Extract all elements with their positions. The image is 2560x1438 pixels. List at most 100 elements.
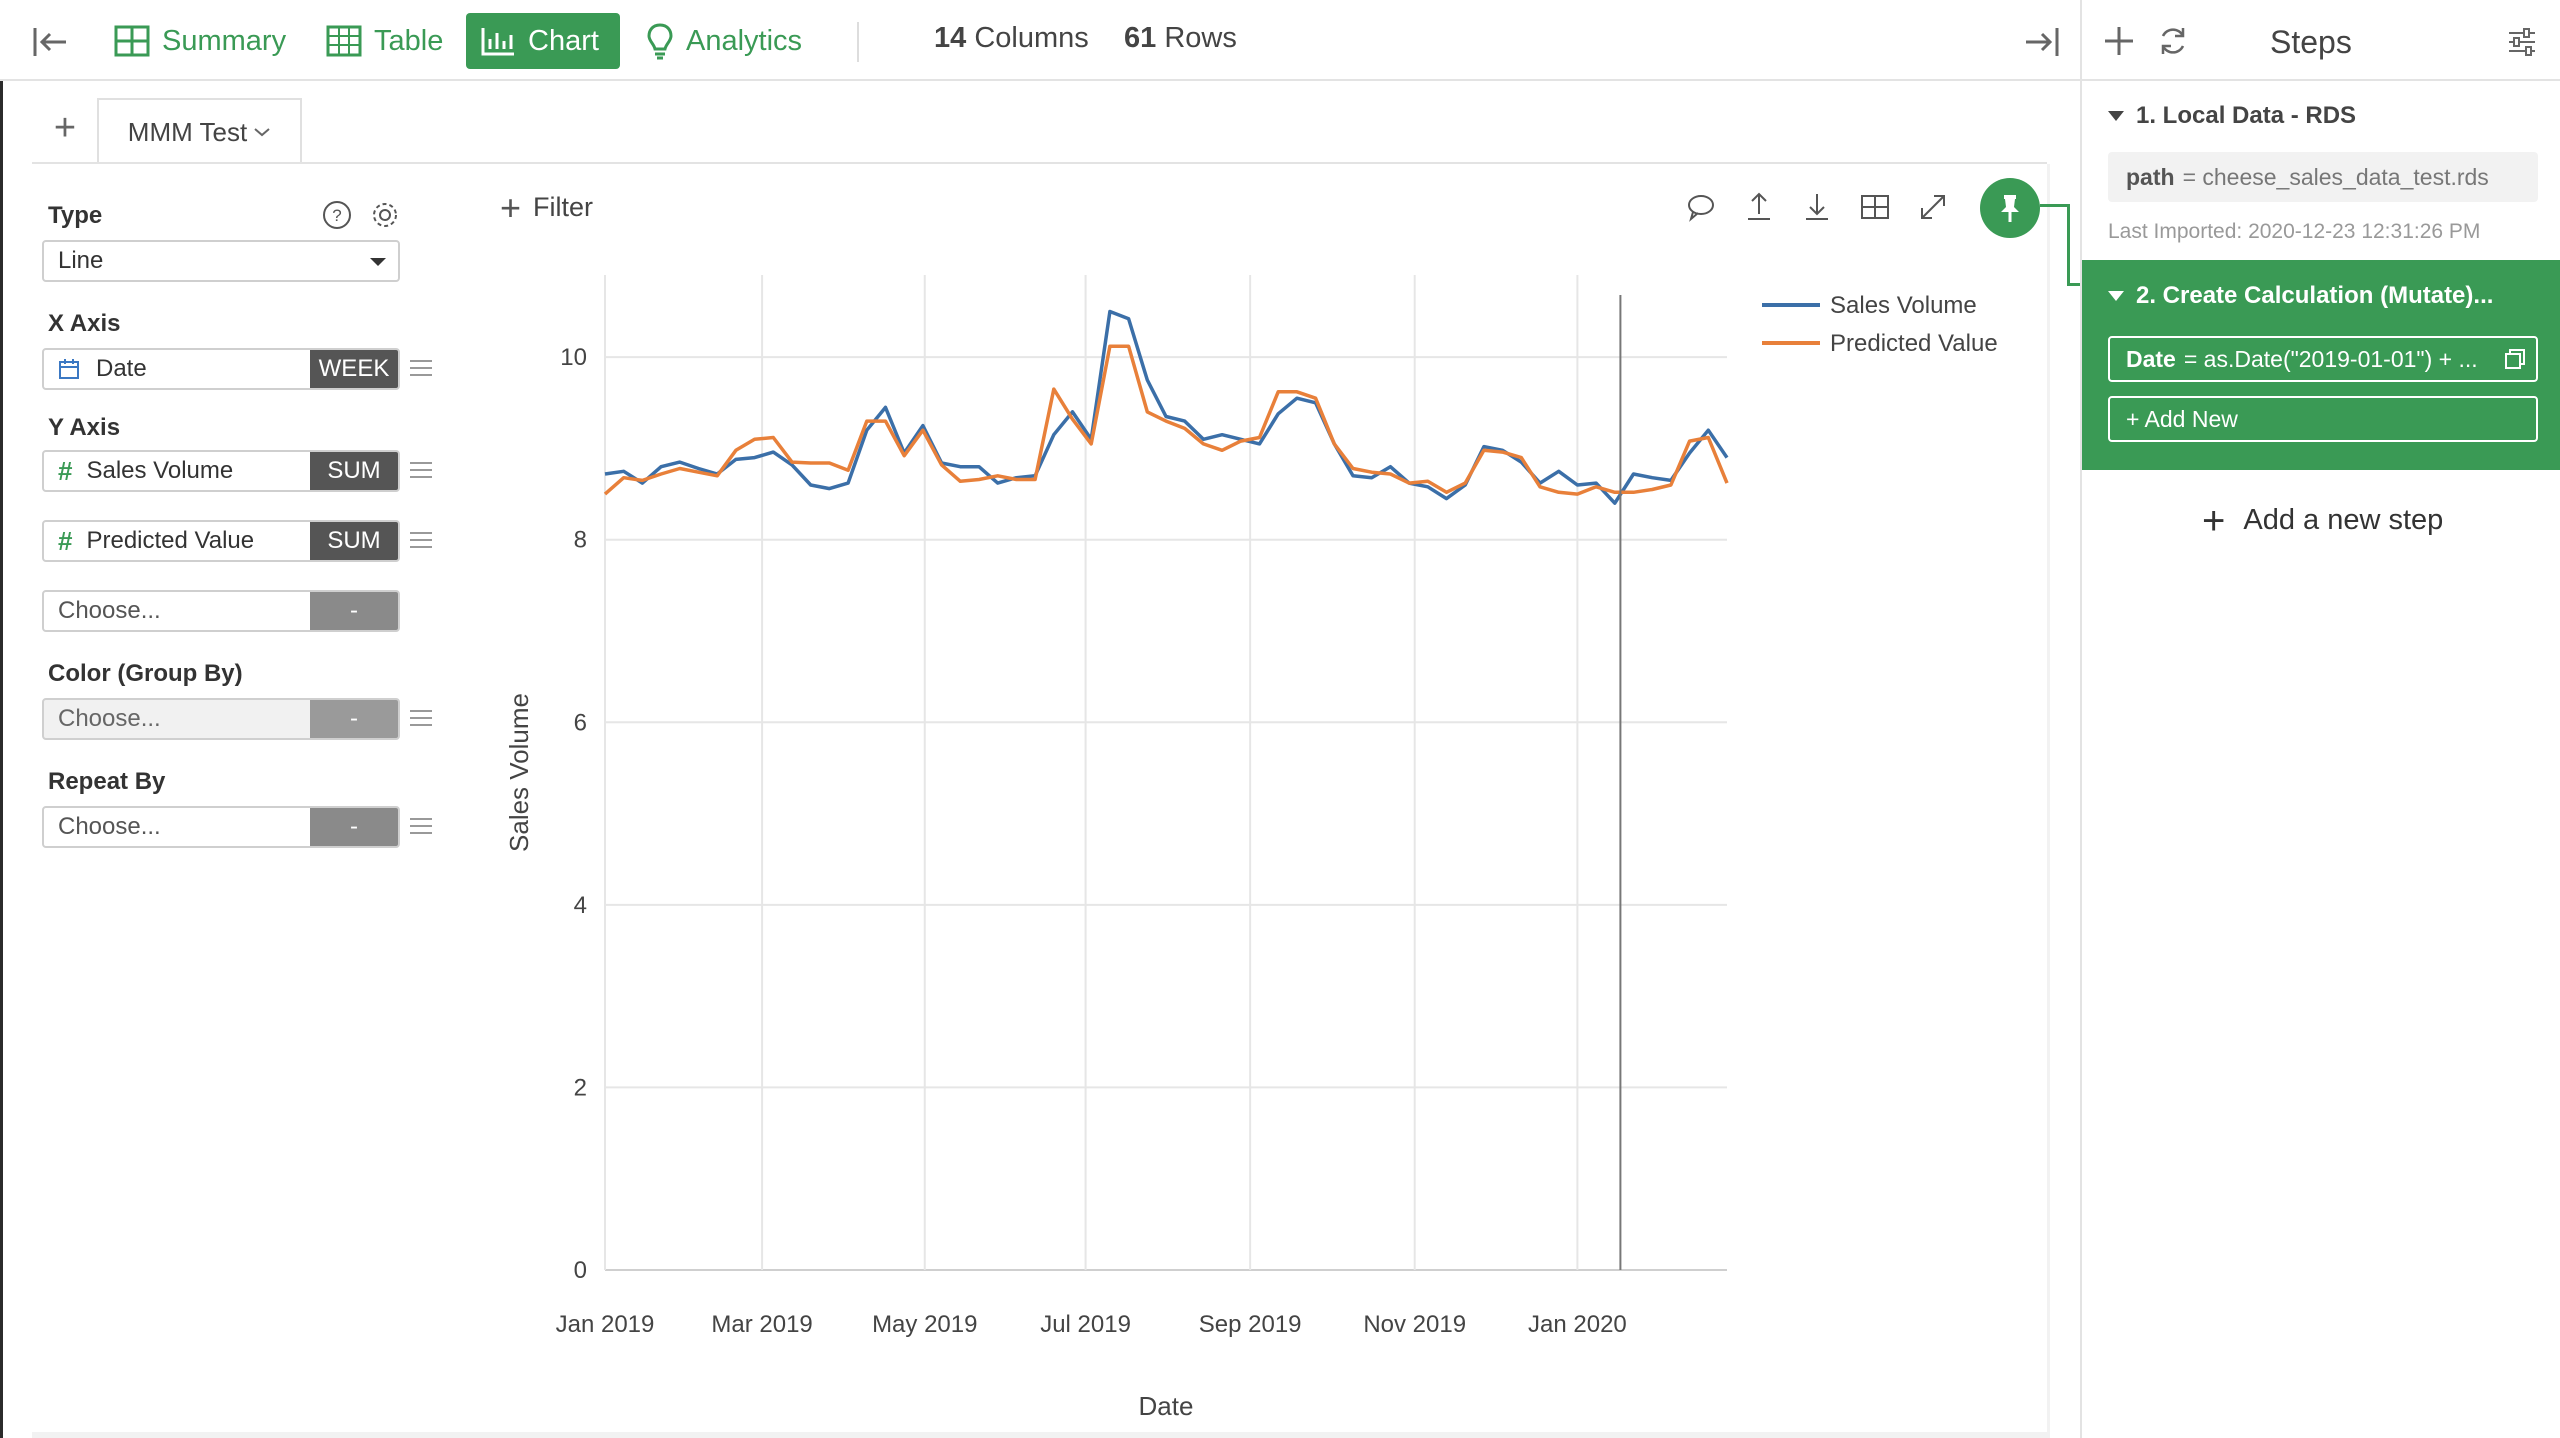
expand-icon[interactable]	[1916, 190, 1950, 224]
top-toolbar: Summary Table Chart Analytics 14 Columns…	[0, 0, 2080, 81]
chart-type-value: Line	[58, 247, 104, 274]
step-2-field-key: Date	[2126, 345, 2176, 372]
y-tick-label: 10	[560, 344, 587, 371]
y-axis-aggregation[interactable]: SUM	[310, 452, 398, 490]
gear-icon[interactable]	[370, 200, 400, 230]
calendar-icon	[59, 359, 79, 379]
summary-icon	[114, 25, 150, 57]
tab-chart[interactable]: Chart	[466, 13, 620, 69]
step-connector	[2040, 204, 2070, 286]
add-new-step-button[interactable]: + Add a new step	[2202, 501, 2444, 541]
color-group-label: Color (Group By)	[48, 660, 243, 687]
tab-table-label: Table	[374, 24, 444, 57]
x-axis-aggregation[interactable]: WEEK	[310, 350, 398, 388]
tab-summary[interactable]: Summary	[100, 13, 300, 69]
add-step-icon[interactable]	[2102, 24, 2136, 58]
add-new-step-label: Add a new step	[2243, 504, 2444, 536]
chart-axes: 0 2 4 6 8 10 Jan 2019 Mar 2019 May 2019 Jul 2019 S…	[556, 344, 1627, 1338]
comment-icon[interactable]	[1684, 190, 1718, 224]
repeat-by-menu-icon[interactable]	[410, 818, 432, 836]
series-line-sales-volume[interactable]	[604, 309, 1729, 505]
pin-button[interactable]	[1980, 178, 2040, 238]
sliders-icon[interactable]	[2506, 26, 2538, 58]
color-group-placeholder: Choose...	[58, 705, 161, 732]
x-tick-label: Jan 2020	[1528, 1311, 1627, 1338]
columns-count-value: 14	[934, 22, 967, 54]
chevron-down-icon	[254, 128, 270, 137]
x-tick-label: Jan 2019	[556, 1311, 655, 1338]
x-axis-label: X Axis	[48, 310, 121, 337]
rows-count: 61 Rows	[1124, 22, 1237, 55]
x-axis-menu-icon[interactable]	[410, 360, 432, 378]
tab-chart-label: Chart	[528, 24, 599, 57]
series-line-predicted-value[interactable]	[603, 344, 1729, 496]
y-axis-label: Y Axis	[48, 414, 121, 441]
step-2-header[interactable]: 2. Create Calculation (Mutate)...	[2108, 282, 2493, 310]
steps-panel: Steps 1. Local Data - RDS path = cheese_…	[2080, 0, 2560, 1438]
add-new-calculation-button[interactable]: + Add New	[2108, 396, 2538, 442]
steps-title: Steps	[2270, 24, 2352, 60]
x-axis-field[interactable]: Date WEEK	[42, 348, 400, 390]
x-tick-label: Mar 2019	[711, 1311, 812, 1338]
color-group-tag: -	[310, 700, 398, 738]
collapse-right-icon[interactable]	[2024, 24, 2060, 60]
step-1-param-key: path	[2126, 163, 2175, 190]
y-axis-choose-field[interactable]: Choose... -	[42, 590, 400, 632]
y-axis-menu-icon[interactable]	[410, 462, 432, 480]
step-connector	[2067, 283, 2083, 286]
chart-type-select[interactable]: Line	[42, 240, 400, 282]
data-grid-icon[interactable]	[1858, 190, 1892, 224]
tab-mmm-test[interactable]: MMM Test	[97, 98, 302, 164]
step-1-parameter[interactable]: path = cheese_sales_data_test.rds	[2108, 152, 2538, 202]
rows-count-value: 61	[1124, 22, 1157, 54]
upload-icon[interactable]	[1742, 190, 1776, 224]
tab-analytics[interactable]: Analytics	[632, 13, 816, 69]
step-2-calculation[interactable]: Date = as.Date("2019-01-01") + ...	[2108, 336, 2538, 382]
add-filter-button[interactable]: + Filter	[500, 186, 594, 228]
step-2-field-value: = as.Date("2019-01-01") + ...	[2183, 345, 2478, 372]
refresh-icon[interactable]	[2156, 24, 2190, 58]
filter-label: Filter	[533, 192, 594, 222]
y-tick-label: 4	[574, 892, 587, 919]
color-group-menu-icon[interactable]	[410, 710, 432, 728]
y-axis-field-sales-volume[interactable]: # Sales Volume SUM	[42, 450, 400, 492]
tab-table[interactable]: Table	[312, 13, 457, 69]
y-axis-aggregation[interactable]: SUM	[310, 522, 398, 560]
type-label: Type	[48, 202, 103, 229]
pin-icon	[2001, 195, 2019, 222]
window-edge	[0, 81, 3, 1438]
collapse-triangle-icon	[2108, 111, 2124, 121]
x-tick-label: Nov 2019	[1363, 1311, 1466, 1338]
tab-mmm-test-label: MMM Test	[127, 116, 248, 147]
x-tick-label: Sep 2019	[1199, 1311, 1302, 1338]
steps-header: Steps	[2082, 0, 2560, 81]
table-icon	[326, 25, 362, 57]
line-chart[interactable]: 0 2 4 6 8 10 Jan 2019 Mar 2019 May 2019 Jul 2019 S…	[490, 260, 2030, 1420]
y-axis-field-predicted-value[interactable]: # Predicted Value SUM	[42, 520, 400, 562]
repeat-by-placeholder: Choose...	[58, 813, 161, 840]
color-group-field[interactable]: Choose... -	[42, 698, 400, 740]
copy-icon[interactable]	[2504, 348, 2526, 370]
main-panel-edge	[2047, 164, 2050, 1438]
step-1-last-imported: Last Imported: 2020-12-23 12:31:26 PM	[2108, 220, 2481, 243]
download-icon[interactable]	[1800, 190, 1834, 224]
repeat-by-field[interactable]: Choose... -	[42, 806, 400, 848]
add-tab-button[interactable]: +	[53, 107, 77, 149]
collapse-triangle-icon	[2108, 291, 2124, 301]
tab-divider	[32, 162, 2047, 164]
x-axis-field-name: Date	[96, 355, 147, 382]
columns-count: 14 Columns	[934, 22, 1089, 55]
main-panel-footer	[32, 1432, 2047, 1438]
step-2-card[interactable]: 2. Create Calculation (Mutate)... Date =…	[2082, 260, 2560, 470]
collapse-left-icon[interactable]	[32, 24, 68, 60]
y-axis-menu-icon[interactable]	[410, 532, 432, 550]
y-axis-choose-placeholder: Choose...	[58, 597, 161, 624]
x-tick-label: May 2019	[872, 1311, 977, 1338]
plus-icon: +	[500, 186, 522, 228]
lightbulb-icon	[647, 23, 673, 60]
legend-label-predicted-value: Predicted Value	[1830, 330, 1998, 357]
help-icon[interactable]: ?	[322, 200, 352, 230]
y-tick-label: 8	[574, 527, 587, 554]
y-tick-label: 6	[574, 709, 587, 736]
step-1-header[interactable]: 1. Local Data - RDS	[2108, 102, 2356, 130]
